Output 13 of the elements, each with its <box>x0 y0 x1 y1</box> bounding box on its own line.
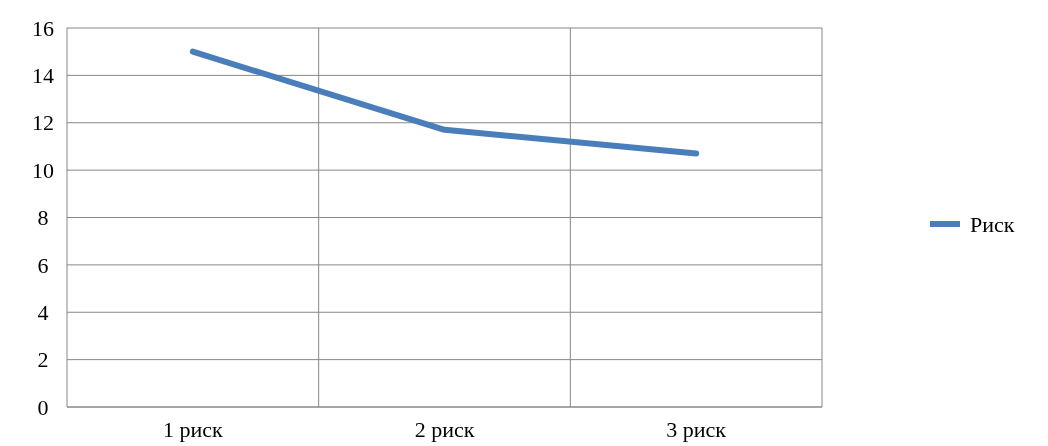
y-tick-label: 10 <box>32 157 54 183</box>
y-tick-label: 16 <box>32 15 54 41</box>
y-tick-label: 4 <box>37 299 49 325</box>
y-tick-label: 0 <box>37 394 49 420</box>
x-tick-label: 1 риск <box>162 417 223 442</box>
x-tick-label: 3 риск <box>666 417 727 442</box>
y-tick-label: 14 <box>32 63 54 89</box>
y-tick-label: 8 <box>37 205 49 231</box>
y-tick-label: 2 <box>37 347 49 373</box>
y-tick-label: 6 <box>37 252 49 278</box>
y-tick-label: 12 <box>32 110 54 136</box>
legend-label: Риск <box>970 211 1015 237</box>
x-tick-label: 2 риск <box>414 417 475 442</box>
